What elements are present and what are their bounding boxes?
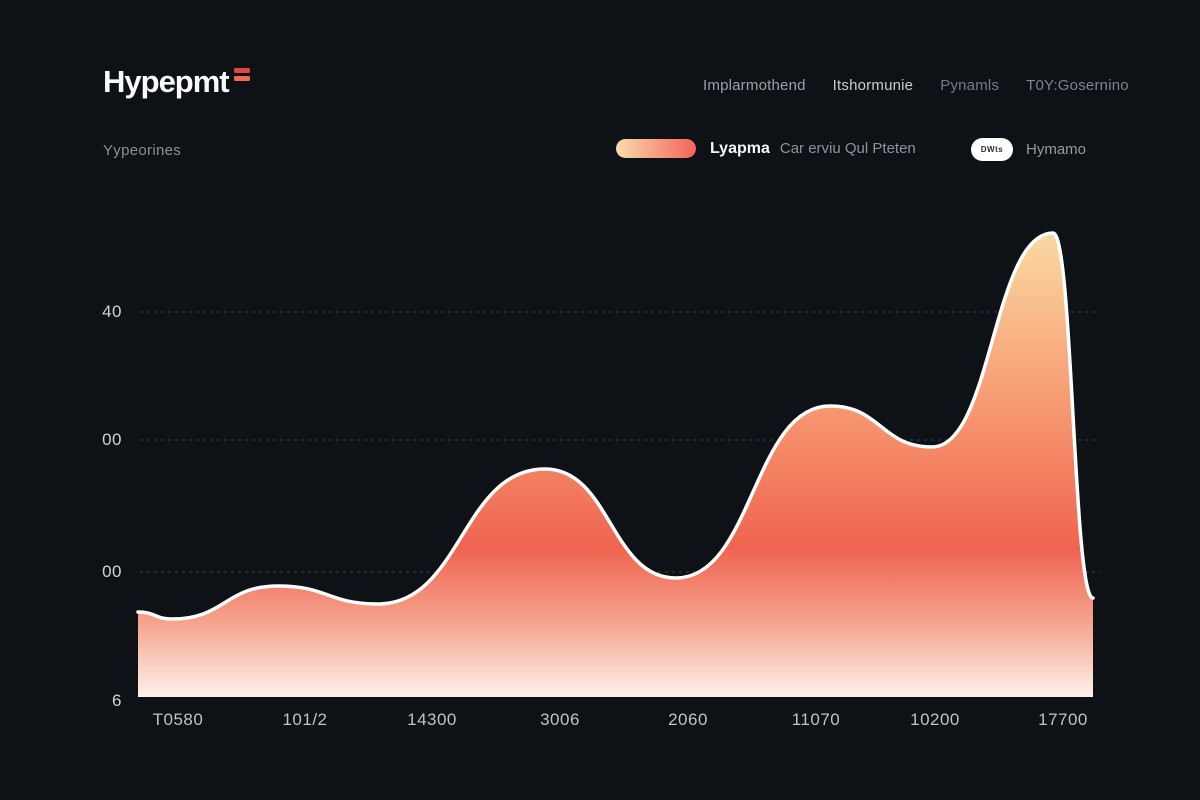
toggle-pill-badge[interactable]: DWts [971,138,1013,161]
badge-caption: Hymamo [1026,141,1087,158]
x-axis-label: 10200 [910,710,960,729]
x-axis-label: T0580 [152,710,204,729]
y-axis-label: 40 [102,302,122,321]
section-label: Yypeorines [103,142,182,159]
x-axis-label: 3006 [540,710,580,729]
x-axis-label: 11070 [791,710,841,729]
area-series-fill [138,233,1093,697]
top-nav: Implarmothend Itshormunie Pynamls T0Y:Go… [703,77,1129,94]
y-axis-label: 00 [102,562,122,581]
logo-equals-icon [233,68,250,81]
area-series-outline [136,231,1095,621]
nav-item-2[interactable]: Itshormunie [832,77,914,94]
nav-item-4[interactable]: T0Y:Gosernino [1026,77,1129,94]
x-axis-label: 101/2 [282,710,328,729]
x-axis-label: 14300 [407,710,457,729]
badge-group: DWts Hymamo [971,138,1086,161]
x-axis-label: 17700 [1038,710,1088,729]
y-axis-label: 00 [102,430,122,449]
legend-primary-label: Lyapma [710,139,770,157]
app-logo[interactable]: Hypepmt [103,64,250,100]
legend-gradient-swatch [616,139,696,158]
chart-legend[interactable]: Lyapma Car erviu Qul Pteten [616,139,916,158]
app-logo-text: Hypepmt [103,64,230,99]
x-axis-label: 2060 [668,710,708,729]
legend-secondary-label: Car erviu Qul Pteten [779,140,916,157]
y-axis-label: 6 [112,691,122,710]
nav-item-3[interactable]: Pynamls [940,77,1000,94]
nav-item-1[interactable]: Implarmothend [703,77,806,94]
